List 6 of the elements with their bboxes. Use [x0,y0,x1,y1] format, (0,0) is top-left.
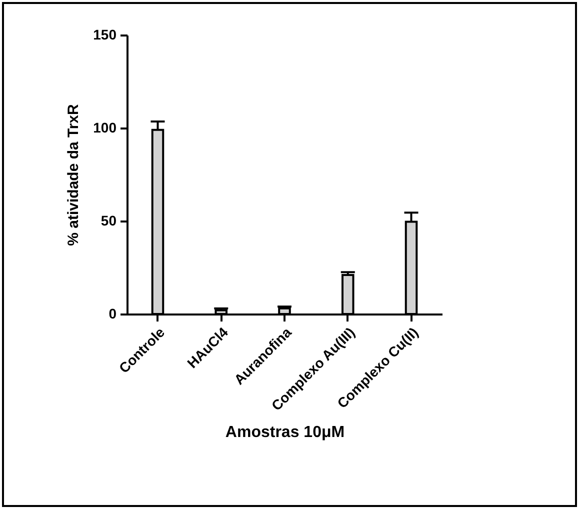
x-axis-title: Amostras 10μM [225,424,345,442]
y-tick-label: 50 [100,212,117,228]
y-tick-label: 150 [93,26,117,42]
y-tick-label: 100 [93,120,117,136]
y-tick-label: 0 [108,306,117,322]
y-axis-title: % atividade da TrxR [65,104,82,246]
